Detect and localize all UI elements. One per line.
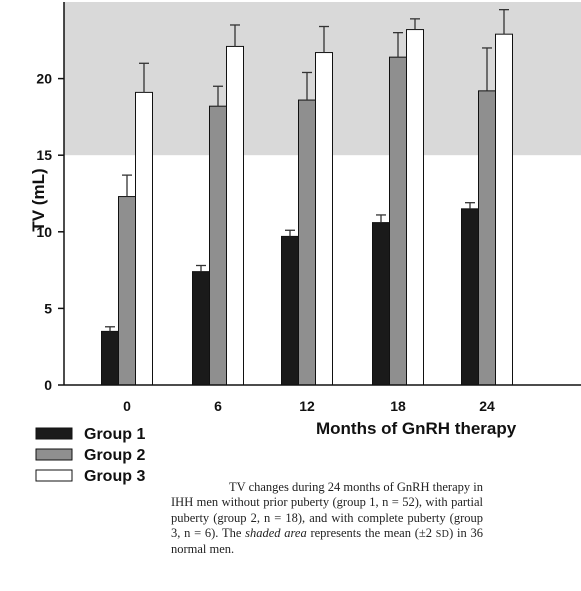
caption-text-3: ) in 36 normal men. [171,525,483,557]
x-tick-labels: 0 6 12 18 24 [123,398,495,414]
bar-group-2 [209,85,227,386]
figure-caption: TV changes during 24 months of GnRH ther… [171,480,483,557]
bar-group-2 [118,174,136,386]
legend-label: Group 1 [84,426,145,443]
bar [209,105,227,386]
bar-group-3 [406,18,424,386]
bar-group-3 [495,9,513,386]
legend-label: Group 3 [84,468,145,485]
bar [406,29,424,386]
caption-text-2: represents the mean (±2 [306,525,436,540]
y-tick-label: 10 [36,224,52,240]
caption-text-1: TV changes during 24 months of GnRH ther… [171,480,483,540]
legend: Group 1 Group 2 Group 3 [35,426,145,485]
legend-swatch [35,427,73,440]
y-axis-title: TV (mL) [29,168,48,231]
bar-group-2 [478,47,496,386]
y-tick-label: 15 [36,147,52,163]
caption-sd: SD [435,528,450,540]
bar [135,91,153,386]
bar-group-2 [389,31,407,386]
bar [389,56,407,386]
bar-group-3 [135,62,153,386]
y-tick-label: 5 [44,300,52,316]
x-tick-label: 24 [479,398,495,414]
bar [101,330,119,386]
bar-group-1 [281,229,299,386]
legend-label: Group 2 [84,447,145,464]
bar [226,45,244,386]
bar [495,33,513,386]
bar [315,52,333,386]
bar-group-1 [461,202,479,386]
bar [192,271,210,386]
bar [372,222,390,386]
bar [298,99,316,386]
bar [478,90,496,386]
x-axis-title: Months of GnRH therapy [316,419,517,438]
x-tick-label: 0 [123,398,131,414]
caption-italic: shaded area [245,525,307,540]
legend-swatch [35,469,73,482]
bar-group-1 [192,264,210,386]
x-tick-label: 12 [299,398,315,414]
y-tick-label: 20 [36,71,52,87]
legend-swatch [35,448,73,461]
bar [118,196,136,386]
bar [461,208,479,386]
bar-group-3 [226,24,244,386]
bar-group-1 [372,214,390,386]
x-tick-label: 6 [214,398,222,414]
y-ticks: 0 5 10 15 20 [36,71,64,393]
bars [101,9,513,386]
bar-group-3 [315,25,333,386]
bar-group-1 [101,326,119,386]
y-tick-label: 0 [44,377,52,393]
bar [281,235,299,386]
bar-group-2 [298,71,316,386]
x-tick-label: 18 [390,398,406,414]
